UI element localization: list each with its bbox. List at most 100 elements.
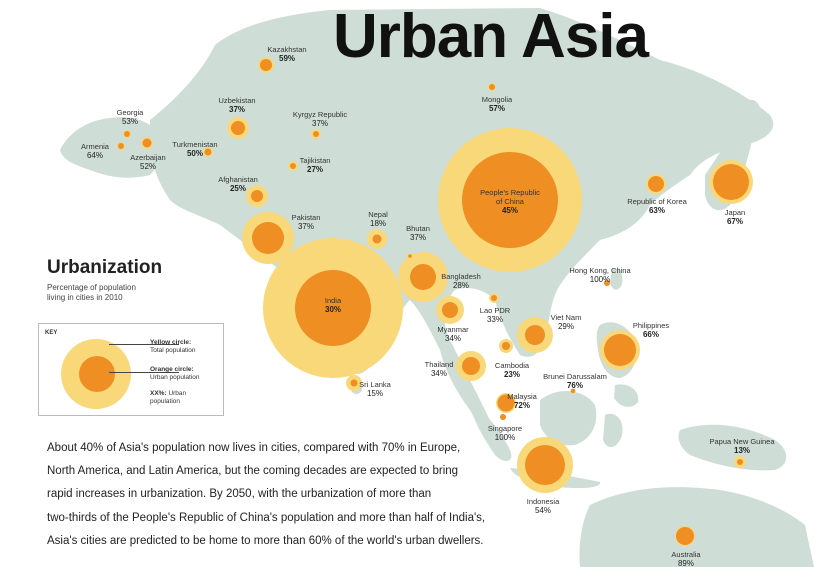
country-name: Georgia [116, 108, 144, 117]
country-pct: 52% [139, 162, 157, 171]
label-azerbaijan: Azerbaijan 52% [130, 153, 165, 171]
label-indonesia: Indonesia 54% [527, 497, 560, 515]
country-name: Philippines [632, 321, 670, 330]
label-tajikistan: Tajikistan 27% [300, 156, 331, 174]
country-pct: 15% [366, 389, 383, 398]
key-orange-text: Orange circle: Urban population [150, 366, 200, 382]
bubble-urban-thailand [462, 357, 480, 375]
country-pct: 29% [557, 322, 574, 331]
bubble-urban-georgia [124, 131, 130, 137]
country-name-2: of China [496, 197, 524, 206]
legend-subtitle-line: living in cities in 2010 [47, 293, 123, 302]
sulawesi-land [603, 413, 623, 448]
bubble-urban-brunei [570, 388, 576, 394]
label-myanmar: Myanmar 34% [437, 325, 468, 343]
country-name: People's Republic [480, 188, 540, 197]
country-pct: 37% [409, 233, 426, 242]
label-hong-kong: Hong Kong, China 100% [569, 266, 630, 284]
bubble-urban-india [295, 270, 371, 346]
country-pct: 18% [369, 219, 387, 228]
country-name: Azerbaijan [130, 153, 166, 162]
country-name: Afghanistan [218, 175, 258, 184]
key-pct-desc-2: population [150, 398, 180, 405]
country-pct: 45% [501, 206, 518, 215]
country-pct: 23% [503, 370, 520, 379]
country-pct: 37% [311, 119, 329, 128]
bubble-urban-cambodia [502, 342, 510, 350]
label-cambodia: Cambodia 23% [495, 361, 529, 379]
key-pct-desc: Urban [168, 390, 187, 397]
description-line: North America, and Latin America, but th… [47, 465, 459, 478]
bubble-urban-viet-nam [525, 325, 545, 345]
country-pct: 59% [278, 54, 296, 63]
country-name: Brunei Darussalam [543, 372, 607, 381]
country-name: Tajikistan [299, 156, 331, 165]
label-thailand: Thailand 34% [425, 360, 454, 378]
page-title: Urban Asia [333, 2, 649, 71]
legend-subtitle-line: Percentage of population [47, 283, 136, 292]
country-pct: 53% [121, 117, 138, 126]
country-name: Nepal [368, 210, 388, 219]
philippines-south [614, 384, 639, 407]
key-yellow-text: Yellow circle: Total population [150, 339, 196, 355]
legend-subtitle: Percentage of population living in citie… [47, 283, 187, 303]
label-afghanistan: Afghanistan 25% [218, 175, 258, 193]
description-line: rapid increases in urbanization. By 2050… [47, 488, 432, 501]
country-name: Papua New Guinea [709, 437, 775, 446]
label-pakistan: Pakistan 37% [292, 213, 321, 231]
country-name: Kyrgyz Republic [292, 110, 348, 119]
bubble-urban-china [462, 152, 558, 248]
label-uzbekistan: Uzbekistan 37% [218, 96, 255, 114]
label-lao-pdr: Lao PDR 33% [480, 306, 510, 324]
country-name: Pakistan [291, 213, 321, 222]
bubble-urban-hong-kong [604, 280, 610, 286]
taiwan-land [610, 268, 623, 290]
key-label: KEY [45, 330, 58, 336]
country-pct: 13% [733, 446, 751, 455]
label-brunei: Brunei Darussalam 76% [543, 372, 607, 390]
japan-north [740, 99, 761, 123]
bubble-urban-malaysia [497, 394, 515, 412]
country-name: Uzbekistan [218, 96, 256, 105]
country-pct: 54% [534, 506, 551, 515]
bubble-urban-tajikistan [290, 163, 296, 169]
country-name: Myanmar [437, 325, 469, 334]
label-kyrgyz-republic: Kyrgyz Republic 37% [293, 110, 347, 128]
label-korea: Republic of Korea 63% [627, 197, 687, 215]
description-paragraph: About 40% of Asia's population now lives… [47, 437, 486, 553]
country-pct: 66% [642, 330, 659, 339]
key-pointer-line [109, 372, 179, 373]
label-georgia: Georgia 53% [117, 108, 144, 126]
key-yellow-title: Yellow circle: [150, 339, 192, 346]
label-india: India 30% [325, 296, 341, 314]
key-pointer-line [109, 344, 179, 345]
country-pct: 34% [444, 334, 462, 343]
key-orange-circle [79, 356, 115, 392]
country-name: Turkmenistan [172, 140, 218, 149]
label-malaysia: Malaysia 72% [507, 392, 537, 410]
country-name: Bhutan [406, 224, 430, 233]
western-region [60, 117, 162, 178]
country-name: Mongolia [481, 95, 513, 104]
bubble-urban-mongolia [489, 84, 495, 90]
country-name: Indonesia [526, 497, 560, 506]
label-philippines: Philippines 66% [633, 321, 669, 339]
urban-population-circles [118, 59, 749, 545]
bubble-urban-korea [648, 176, 664, 192]
country-name: Armenia [81, 142, 109, 151]
country-name: Lao PDR [479, 306, 511, 315]
bubble-urban-turkmenistan [204, 148, 212, 156]
label-armenia: Armenia 64% [81, 142, 109, 160]
country-name: India [324, 296, 342, 305]
description-line: two-thirds of the People's Republic of C… [47, 511, 486, 524]
bubble-urban-png [737, 459, 743, 465]
bubble-urban-kyrgyz [313, 131, 319, 137]
country-pct: 27% [306, 165, 324, 174]
country-name: Viet Nam [550, 313, 582, 322]
label-japan: Japan 67% [725, 208, 745, 226]
country-pct: 67% [726, 217, 743, 226]
bubble-urban-armenia [118, 143, 124, 149]
country-name: Singapore [487, 424, 523, 433]
sumatra-land [470, 405, 512, 462]
